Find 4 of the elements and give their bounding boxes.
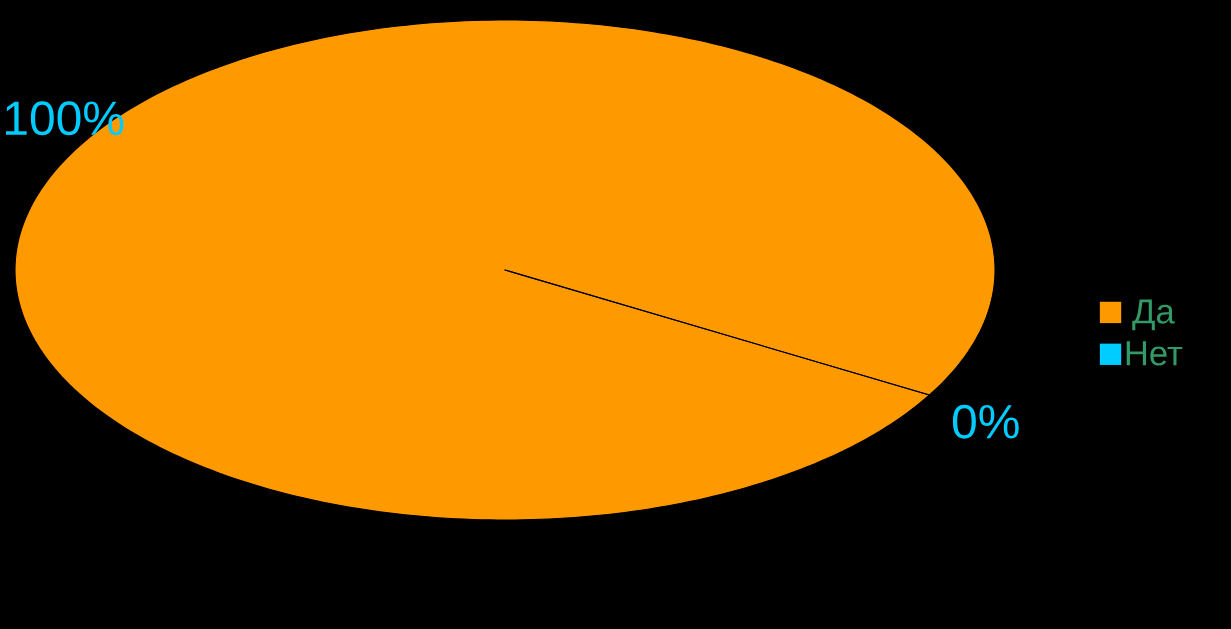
legend-label: Нет — [1126, 341, 1183, 366]
text: 0% — [952, 404, 1019, 439]
legend-label: Да — [1132, 299, 1175, 331]
data-label: 100% — [5, 101, 124, 136]
